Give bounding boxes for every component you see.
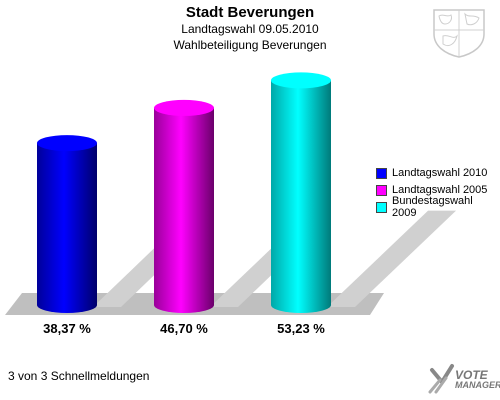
value-label: 53,23 % <box>277 321 325 336</box>
bar <box>37 143 97 313</box>
value-label: 38,37 % <box>43 321 91 336</box>
logo-text-manager: MANAGER <box>455 380 500 390</box>
legend-swatch <box>376 201 387 213</box>
legend-item-landtagswahl-2005[interactable]: Landtagswahl 2005 <box>376 182 500 198</box>
bar-top <box>37 135 97 152</box>
bar-shadow <box>327 210 457 307</box>
bar-top <box>154 99 214 116</box>
vote-manager-logo-text: VOTE MANAGER <box>455 368 500 390</box>
legend-item-bundestagswahl-2009[interactable]: Bundestagswahl 2009 <box>376 195 500 219</box>
value-label: 46,70 % <box>160 321 208 336</box>
page-subtitle-2: Wahlbeteiligung Beverungen <box>173 38 327 52</box>
coat-of-arms-icon <box>433 9 485 58</box>
legend-label: Landtagswahl 2005 <box>392 184 488 196</box>
bar <box>271 80 331 313</box>
legend-swatch <box>376 184 387 196</box>
logo-text-vote: VOTE <box>455 368 488 382</box>
bar <box>154 107 214 314</box>
legend-label: Bundestagswahl 2009 <box>391 195 473 219</box>
legend-item-landtagswahl-2010[interactable]: Landtagswahl 2010 <box>376 165 500 181</box>
status-text: 3 von 3 Schnellmeldungen <box>8 369 150 383</box>
vote-manager-logo-icon <box>428 364 454 394</box>
legend-label: Landtagswahl 2010 <box>392 167 488 179</box>
page-title: Stadt Beverungen <box>185 4 315 21</box>
bar-top <box>271 72 331 89</box>
page-subtitle: Landtagswahl 09.05.2010 <box>181 22 319 36</box>
legend-swatch <box>376 167 387 179</box>
legend: Landtagswahl 2010 Landtagswahl 2005 Bund… <box>376 165 500 219</box>
